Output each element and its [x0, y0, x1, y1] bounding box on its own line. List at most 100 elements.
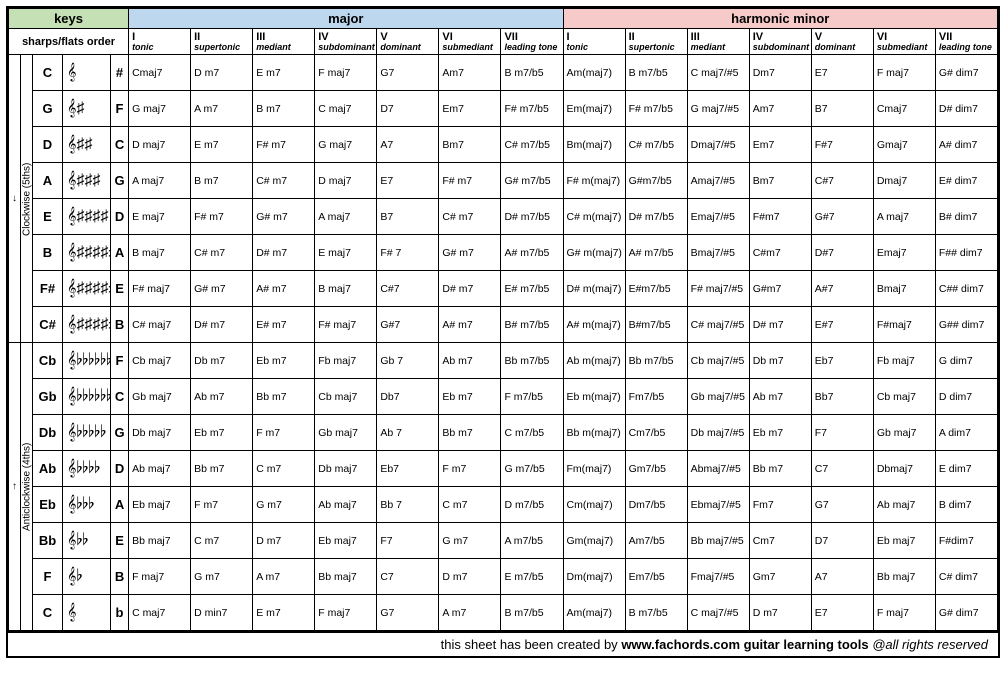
major-chord-5: Bb 7 [377, 487, 439, 523]
minor-chord-1: Cm(maj7) [563, 487, 625, 523]
major-chord-4: F maj7 [315, 55, 377, 91]
major-chord-7: D# m7/b5 [501, 199, 563, 235]
major-chord-3: G m7 [253, 487, 315, 523]
major-chord-2: Eb m7 [191, 415, 253, 451]
accidental-order: E [111, 271, 129, 307]
major-chord-1: F# maj7 [129, 271, 191, 307]
accidental-order: C [111, 379, 129, 415]
header-keys: keys [9, 9, 129, 29]
accidental-order: b [111, 595, 129, 631]
minor-chord-2: C# m7/b5 [625, 127, 687, 163]
major-chord-4: F# maj7 [315, 307, 377, 343]
minor-chord-6: F maj7 [873, 55, 935, 91]
major-chord-5: A7 [377, 127, 439, 163]
minor-chord-1: Am(maj7) [563, 55, 625, 91]
minor-chord-2: Bb m7/b5 [625, 343, 687, 379]
minor-chord-7: E# dim7 [935, 163, 997, 199]
minor-degree-6: VIsubmediant [873, 29, 935, 55]
key-signature-staff: 𝄞♯♯ [63, 127, 111, 163]
minor-chord-4: D m7 [749, 595, 811, 631]
accidental-order: G [111, 163, 129, 199]
major-chord-6: G# m7 [439, 235, 501, 271]
chord-chart-container: keys major harmonic minor sharps/flats o… [6, 6, 1000, 658]
major-chord-3: D m7 [253, 523, 315, 559]
key-signature-staff: 𝄞♭♭♭♭♭ [63, 415, 111, 451]
major-degree-7: VIIleading tone [501, 29, 563, 55]
major-chord-4: A maj7 [315, 199, 377, 235]
minor-chord-6: Gmaj7 [873, 127, 935, 163]
major-chord-4: Bb maj7 [315, 559, 377, 595]
major-chord-3: G# m7 [253, 199, 315, 235]
minor-chord-6: Dmaj7 [873, 163, 935, 199]
key-signature-staff: 𝄞♭♭ [63, 523, 111, 559]
section-label: Anticlockwise (4ths) [21, 343, 33, 631]
major-chord-7: F m7/b5 [501, 379, 563, 415]
accidental-order: B [111, 559, 129, 595]
major-chord-4: E maj7 [315, 235, 377, 271]
minor-chord-7: F#dim7 [935, 523, 997, 559]
major-chord-1: B maj7 [129, 235, 191, 271]
major-chord-3: C# m7 [253, 163, 315, 199]
major-chord-1: C# maj7 [129, 307, 191, 343]
minor-chord-7: G# dim7 [935, 55, 997, 91]
major-chord-7: C m7/b5 [501, 415, 563, 451]
minor-chord-7: B# dim7 [935, 199, 997, 235]
minor-chord-6: F maj7 [873, 595, 935, 631]
key-name: D [33, 127, 63, 163]
major-chord-7: A m7/b5 [501, 523, 563, 559]
major-chord-6: C# m7 [439, 199, 501, 235]
table-row: C𝄞bC maj7D min7E m7F maj7G7A m7B m7/b5Am… [9, 595, 998, 631]
major-chord-2: B m7 [191, 163, 253, 199]
minor-chord-4: Gm7 [749, 559, 811, 595]
major-chord-2: F# m7 [191, 199, 253, 235]
major-chord-3: Bb m7 [253, 379, 315, 415]
major-chord-1: Cmaj7 [129, 55, 191, 91]
minor-chord-7: C# dim7 [935, 559, 997, 595]
major-chord-1: C maj7 [129, 595, 191, 631]
major-chord-5: G7 [377, 595, 439, 631]
minor-chord-6: Cb maj7 [873, 379, 935, 415]
major-chord-7: A# m7/b5 [501, 235, 563, 271]
minor-chord-3: Db maj7/#5 [687, 415, 749, 451]
key-name: A [33, 163, 63, 199]
major-chord-3: E# m7 [253, 307, 315, 343]
major-chord-6: Bb m7 [439, 415, 501, 451]
minor-chord-4: Dm7 [749, 55, 811, 91]
table-row: ↓Clockwise (5ths)C𝄞#Cmaj7D m7E m7F maj7G… [9, 55, 998, 91]
minor-chord-1: Am(maj7) [563, 595, 625, 631]
minor-chord-3: Fmaj7/#5 [687, 559, 749, 595]
minor-chord-1: Bm(maj7) [563, 127, 625, 163]
minor-chord-5: D7 [811, 523, 873, 559]
key-name: E [33, 199, 63, 235]
minor-chord-6: Bb maj7 [873, 559, 935, 595]
minor-chord-5: E#7 [811, 307, 873, 343]
accidental-order: A [111, 487, 129, 523]
key-name: B [33, 235, 63, 271]
minor-chord-6: Fb maj7 [873, 343, 935, 379]
key-signature-staff: 𝄞♭♭♭♭ [63, 451, 111, 487]
major-chord-1: Eb maj7 [129, 487, 191, 523]
minor-chord-4: Db m7 [749, 343, 811, 379]
minor-chord-6: Cmaj7 [873, 91, 935, 127]
minor-chord-3: Emaj7/#5 [687, 199, 749, 235]
table-row: D𝄞♯♯CD maj7E m7F# m7G maj7A7Bm7C# m7/b5B… [9, 127, 998, 163]
key-signature-staff: 𝄞♭♭♭♭♭♭ [63, 379, 111, 415]
major-degree-4: IVsubdominant [315, 29, 377, 55]
footer-pre: this sheet has been created by [441, 637, 622, 652]
minor-chord-7: A# dim7 [935, 127, 997, 163]
major-chord-4: Cb maj7 [315, 379, 377, 415]
minor-chord-5: D#7 [811, 235, 873, 271]
minor-chord-5: C#7 [811, 163, 873, 199]
major-degree-6: VIsubmediant [439, 29, 501, 55]
minor-chord-1: Fm(maj7) [563, 451, 625, 487]
major-chord-6: Eb m7 [439, 379, 501, 415]
major-chord-5: Db7 [377, 379, 439, 415]
minor-chord-2: Em7/b5 [625, 559, 687, 595]
major-chord-3: C m7 [253, 451, 315, 487]
accidental-order: D [111, 199, 129, 235]
key-name: Gb [33, 379, 63, 415]
minor-chord-1: D# m(maj7) [563, 271, 625, 307]
key-signature-staff: 𝄞♯♯♯♯ [63, 199, 111, 235]
key-signature-staff: 𝄞♭♭♭ [63, 487, 111, 523]
accidental-order: G [111, 415, 129, 451]
